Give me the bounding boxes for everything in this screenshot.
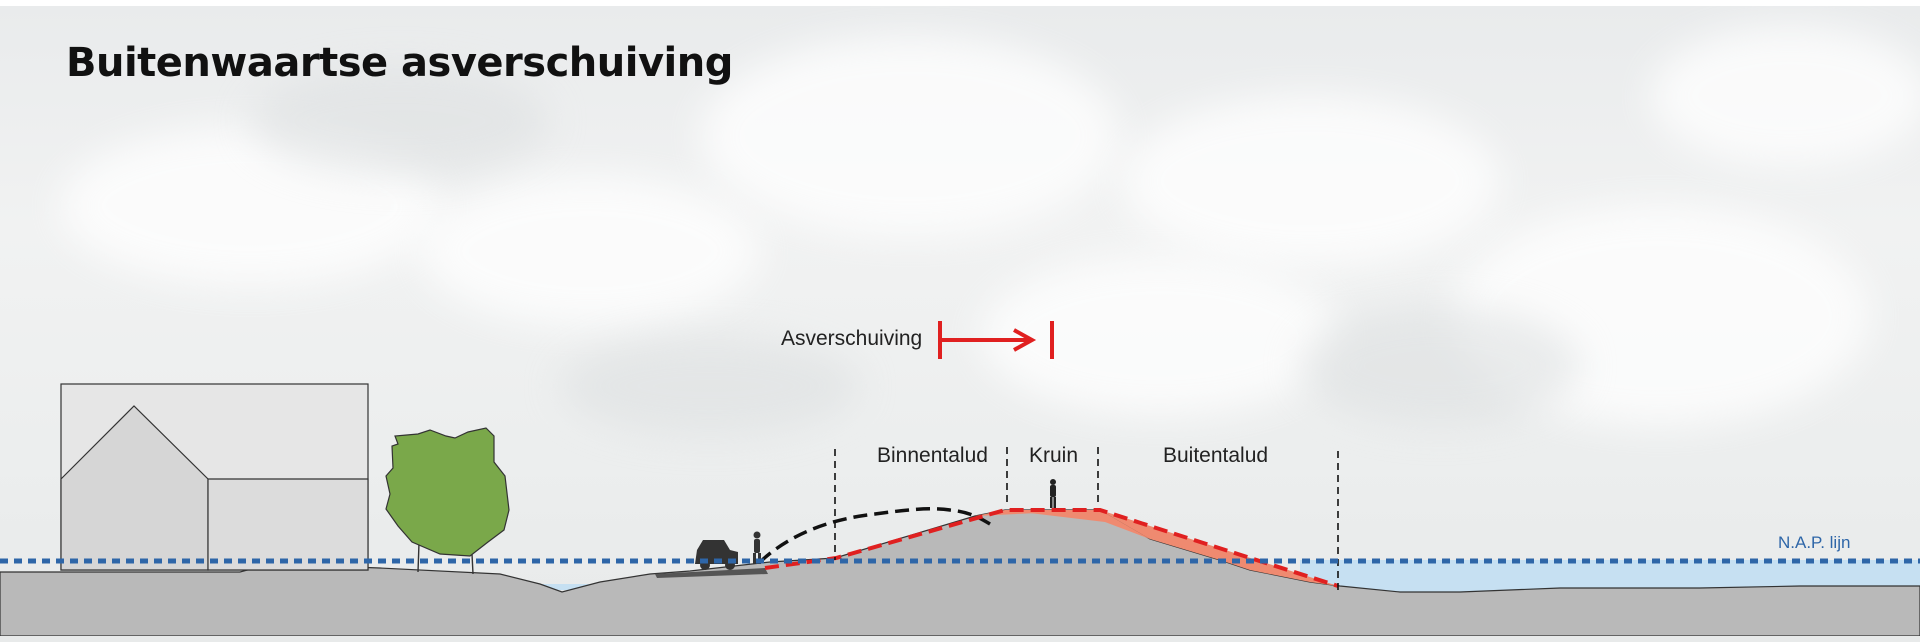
kruin-label: Kruin — [1029, 444, 1078, 467]
page-title: Buitenwaartse asverschuiving — [66, 40, 733, 86]
road — [655, 568, 768, 578]
person-on-crest-icon — [1050, 479, 1056, 508]
axis-shift-arrow — [938, 321, 1054, 359]
tree — [385, 427, 510, 575]
zone-markers — [834, 447, 1339, 594]
water-area — [1300, 560, 1920, 594]
car-icon — [695, 540, 738, 570]
diagram-frame — [0, 6, 1920, 642]
nap-line-label: N.A.P. lijn — [1778, 533, 1850, 552]
buitentalud-label: Buitentalud — [1163, 444, 1268, 467]
house — [60, 383, 369, 571]
asverschuiving-label: Asverschuiving — [781, 327, 922, 350]
binnentalud-label: Binnentalud — [877, 444, 988, 467]
old-dike-profile — [758, 507, 991, 564]
new-dike-fill — [975, 510, 1338, 586]
